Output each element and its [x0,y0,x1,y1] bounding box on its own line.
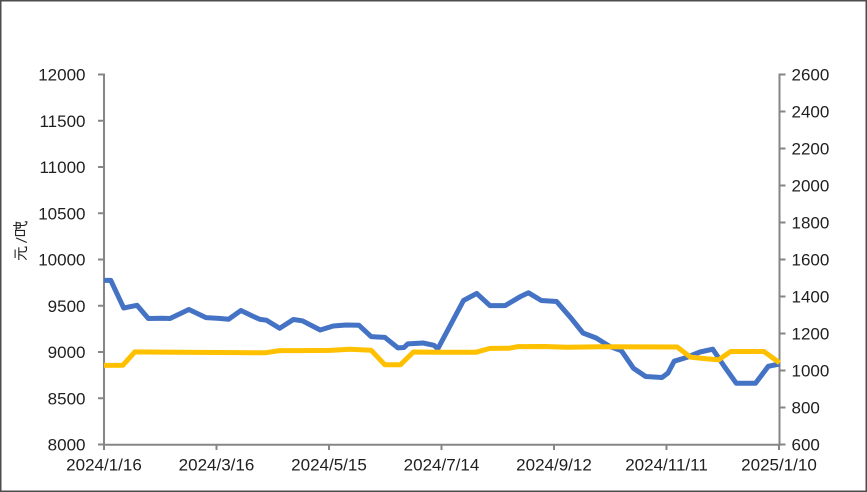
svg-text:8500: 8500 [48,389,86,408]
svg-text:2200: 2200 [792,140,830,159]
svg-text:2400: 2400 [792,103,830,122]
svg-text:9000: 9000 [48,343,86,362]
svg-text:1200: 1200 [792,325,830,344]
svg-text:12000: 12000 [38,66,85,85]
svg-text:2024/9/12: 2024/9/12 [516,456,592,475]
svg-text:600: 600 [792,436,820,455]
svg-text:11000: 11000 [39,158,85,177]
svg-text:8000: 8000 [48,436,86,455]
svg-text:2024/11/11: 2024/11/11 [625,456,708,475]
svg-text:2024/5/15: 2024/5/15 [291,456,367,475]
svg-text:10000: 10000 [38,251,85,270]
svg-text:800: 800 [792,399,820,418]
svg-text:2024/3/16: 2024/3/16 [179,456,255,475]
svg-text:2024/7/14: 2024/7/14 [404,456,480,475]
svg-text:2600: 2600 [792,66,830,85]
svg-text:2024/1/16: 2024/1/16 [66,456,142,475]
svg-text:1800: 1800 [792,214,830,233]
svg-text:11500: 11500 [39,112,85,131]
svg-text:1000: 1000 [792,362,830,381]
svg-text:1400: 1400 [792,288,830,307]
svg-text:2000: 2000 [792,177,830,196]
svg-text:10500: 10500 [38,204,85,223]
svg-text:9500: 9500 [48,297,86,316]
svg-text:2025/1/10: 2025/1/10 [741,456,817,475]
svg-text:1600: 1600 [792,251,830,270]
